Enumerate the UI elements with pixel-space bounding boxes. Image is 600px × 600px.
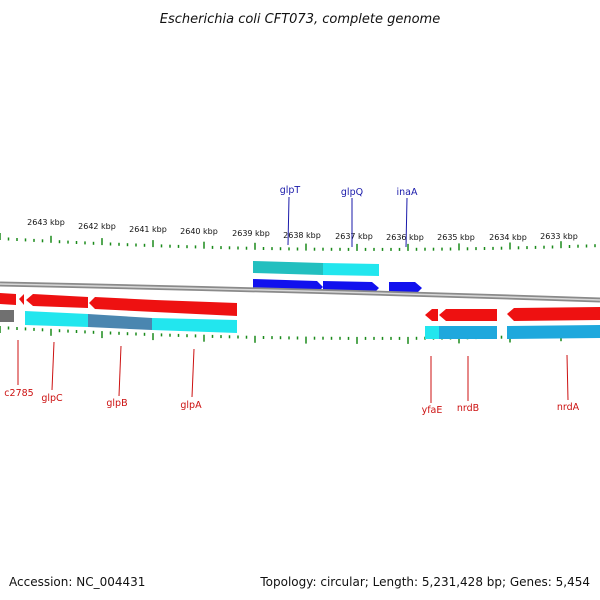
feature-band-glpQ: [323, 263, 379, 276]
scale-ticks-inner: [0, 326, 596, 344]
gene-label-glpQ[interactable]: glpQ: [341, 187, 363, 198]
gene-label-glpB[interactable]: glpB: [106, 398, 127, 409]
leader-glpT: [287, 196, 290, 246]
cds-c2785[interactable]: [0, 293, 16, 305]
scale-label-2642: 2642 kbp: [78, 222, 116, 231]
gene-label-nrdA[interactable]: nrdA: [557, 402, 580, 413]
feature-band-nrdA: [507, 325, 600, 339]
scale-label-2639: 2639 kbp: [232, 229, 270, 238]
scale-label-2634: 2634 kbp: [489, 233, 527, 242]
scale-label-2641: 2641 kbp: [129, 225, 167, 234]
feature-band-nrdB: [439, 326, 497, 339]
gene-label-c2785[interactable]: c2785: [4, 388, 33, 399]
scale-label-2636: 2636 kbp: [386, 233, 424, 242]
feature-band-glpT: [253, 261, 323, 275]
scale-label-2640: 2640 kbp: [180, 227, 218, 236]
genome-backbone-highlight: [0, 283, 600, 301]
gene-label-yfaE[interactable]: yfaE: [422, 405, 443, 416]
cds-glpC[interactable]: [26, 294, 88, 308]
gene-label-glpC[interactable]: glpC: [41, 393, 63, 404]
leader-glpC: [51, 341, 55, 391]
leader-inaA: [405, 197, 408, 248]
leader-nrdA: [566, 354, 569, 401]
scale-label-2637: 2637 kbp: [335, 232, 373, 241]
scale-label-2638: 2638 kbp: [283, 231, 321, 240]
leader-glpA: [191, 348, 195, 398]
cds-yfaE[interactable]: [425, 309, 438, 321]
gene-label-inaA[interactable]: inaA: [397, 187, 418, 198]
scale-ticks-outer: [0, 233, 596, 251]
scale-label-2643: 2643 kbp: [27, 218, 65, 227]
cds-nrdA[interactable]: [507, 307, 600, 321]
leader-glpB: [118, 345, 122, 397]
cds-glpB[interactable]: [89, 297, 155, 312]
gene-label-glpT[interactable]: glpT: [280, 185, 301, 196]
feature-band-c2785: [0, 310, 14, 322]
cds-nrdB[interactable]: [439, 309, 497, 321]
feature-band-glpB: [88, 314, 152, 330]
cds-small-reverse[interactable]: [19, 294, 24, 305]
gene-label-nrdB[interactable]: nrdB: [457, 403, 479, 414]
feature-band-glpC: [25, 311, 88, 327]
accession-text: Accession: NC_004431: [9, 575, 145, 589]
cds-glpA[interactable]: [155, 300, 237, 316]
scale-label-2633: 2633 kbp: [540, 232, 578, 241]
feature-band-glpA: [152, 318, 237, 333]
map-title: Escherichia coli CFT073, complete genome: [160, 12, 440, 27]
scale-label-2635: 2635 kbp: [437, 233, 475, 242]
gene-label-glpA[interactable]: glpA: [180, 400, 202, 411]
topology-text: Topology: circular; Length: 5,231,428 bp…: [259, 575, 590, 589]
feature-band-yfaE: [425, 326, 439, 339]
